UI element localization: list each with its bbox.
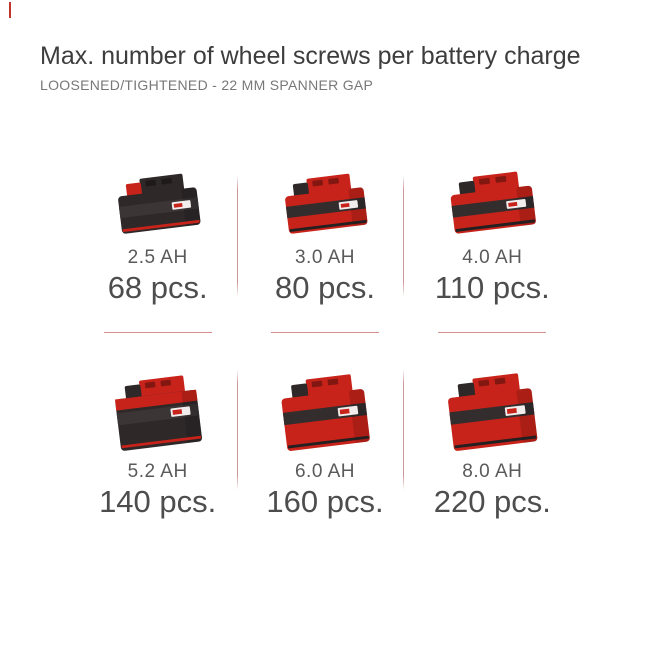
- count-label: 110 pcs.: [434, 270, 550, 305]
- capacity-label: 4.0 AH: [462, 247, 523, 268]
- count-label: 80 pcs.: [275, 270, 375, 305]
- battery-icon: [114, 375, 202, 451]
- battery-cell: 8.0 AH 220 pcs.: [409, 368, 576, 520]
- battery-row-1: 2.5 AH 68 pcs. 3.0 AH: [74, 160, 576, 306]
- battery-cell: 2.5 AH 68 pcs.: [74, 160, 241, 306]
- battery-pack-8.0ah-image: [409, 368, 576, 456]
- capacity-label: 5.2 AH: [127, 461, 188, 482]
- row-separator: [74, 332, 576, 333]
- column-divider: [237, 175, 238, 297]
- count-label: 160 pcs.: [266, 484, 384, 519]
- page-subtitle: LOOSENED/TIGHTENED - 22 MM SPANNER GAP: [40, 76, 374, 93]
- separator-line: [103, 332, 212, 333]
- battery-pack-3.0ah-image: [241, 160, 408, 242]
- corner-red-mark: [9, 2, 11, 18]
- battery-pack-4.0ah-image: [409, 160, 576, 242]
- capacity-label: 3.0 AH: [294, 247, 356, 268]
- battery-icon: [281, 374, 370, 451]
- column-divider: [403, 369, 404, 490]
- count-label: 220 pcs.: [433, 484, 551, 519]
- battery-cell: 4.0 AH 110 pcs.: [409, 160, 576, 306]
- column-divider: [403, 175, 404, 297]
- battery-pack-6.0ah-image: [241, 368, 408, 456]
- capacity-label: 8.0 AH: [462, 461, 523, 482]
- battery-cell: 3.0 AH 80 pcs.: [241, 160, 408, 306]
- count-label: 68 pcs.: [107, 270, 208, 305]
- battery-row-2: 5.2 AH 140 pcs. 6.0 AH: [74, 368, 576, 520]
- capacity-label: 6.0 AH: [294, 461, 356, 482]
- count-label: 140 pcs.: [99, 484, 217, 519]
- separator-line: [270, 332, 379, 333]
- battery-pack-2.5ah-image: [74, 160, 241, 242]
- column-divider: [237, 369, 238, 490]
- battery-icon: [448, 373, 538, 451]
- capacity-label: 2.5 AH: [127, 247, 188, 268]
- battery-cell: 6.0 AH 160 pcs.: [241, 368, 408, 520]
- page-title: Max. number of wheel screws per battery …: [40, 42, 581, 70]
- header: Max. number of wheel screws per battery …: [40, 42, 620, 93]
- battery-pack-5.2ah-image: [74, 368, 241, 456]
- battery-icon: [117, 173, 201, 234]
- battery-icon: [451, 171, 537, 234]
- battery-cell: 5.2 AH 140 pcs.: [74, 368, 241, 520]
- battery-icon: [285, 173, 368, 234]
- separator-line: [438, 332, 547, 333]
